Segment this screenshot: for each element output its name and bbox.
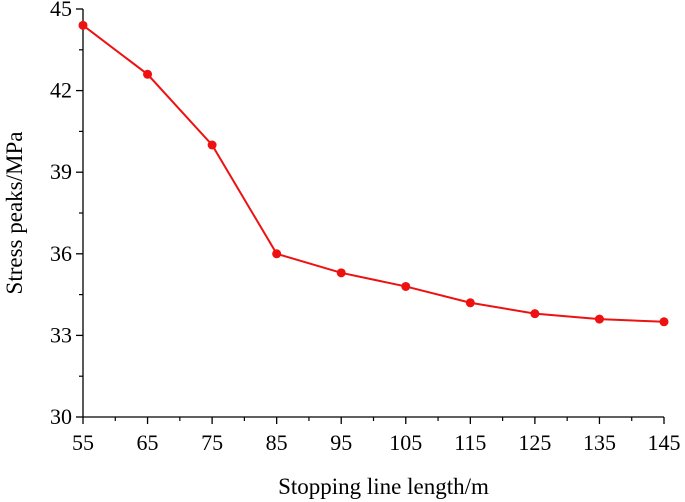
data-point bbox=[401, 281, 411, 291]
series-layer bbox=[78, 20, 669, 327]
x-tick-label: 65 bbox=[137, 430, 159, 455]
data-point bbox=[594, 314, 604, 324]
data-point bbox=[272, 249, 282, 259]
data-point bbox=[659, 317, 669, 327]
data-point bbox=[465, 298, 475, 308]
x-tick-label: 135 bbox=[583, 430, 616, 455]
x-tick-label: 105 bbox=[389, 430, 422, 455]
series-line bbox=[82, 24, 665, 323]
y-tick-label: 39 bbox=[50, 159, 72, 184]
y-tick-label: 45 bbox=[50, 0, 72, 21]
data-point bbox=[530, 309, 540, 319]
x-tick-label: 95 bbox=[330, 430, 352, 455]
data-point bbox=[78, 20, 88, 30]
x-tick-label: 55 bbox=[72, 430, 94, 455]
x-tick-label: 125 bbox=[518, 430, 551, 455]
x-axis-title: Stopping line length/m bbox=[278, 474, 489, 499]
y-tick-label: 30 bbox=[50, 404, 72, 429]
x-tick-label: 85 bbox=[266, 430, 288, 455]
x-tick-label: 145 bbox=[648, 430, 681, 455]
axes bbox=[82, 9, 664, 418]
ticks: 55 65 75 85 95 105 115 125 135 145 30 33 36 39 42 45 bbox=[50, 0, 681, 455]
y-tick-label: 33 bbox=[50, 322, 72, 347]
data-point bbox=[143, 69, 153, 79]
y-tick-label: 42 bbox=[50, 78, 72, 103]
x-tick-label: 75 bbox=[201, 430, 223, 455]
y-tick-label: 36 bbox=[50, 241, 72, 266]
data-point bbox=[207, 140, 217, 150]
x-tick-label: 115 bbox=[454, 430, 486, 455]
data-point bbox=[336, 268, 346, 278]
y-axis-title: Stress peaks/MPa bbox=[2, 132, 27, 295]
